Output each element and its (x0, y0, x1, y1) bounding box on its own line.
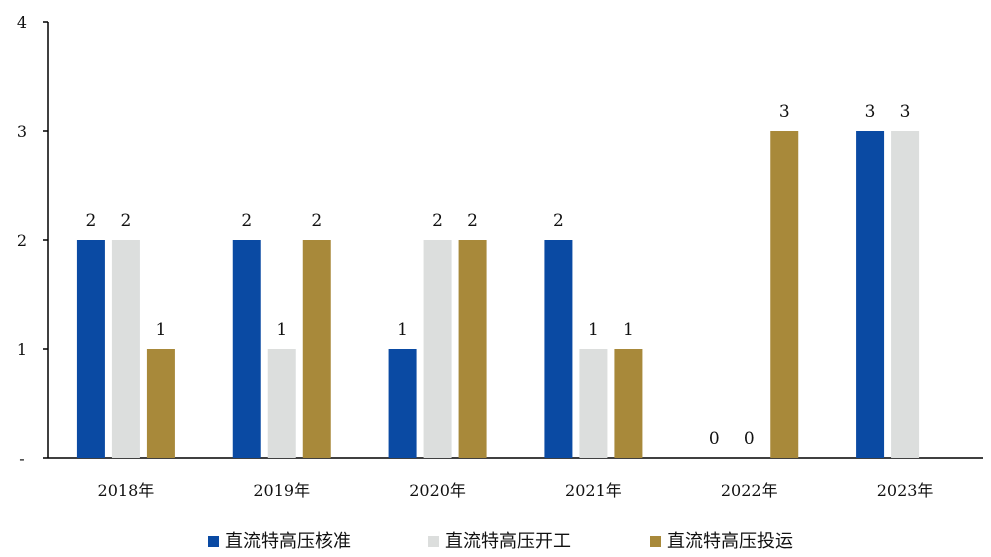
data-label: 2 (311, 211, 322, 231)
data-label: 2 (121, 211, 132, 231)
x-tick-label: 2021年 (565, 481, 622, 500)
bar (146, 349, 175, 458)
bar (458, 240, 487, 458)
bar (76, 240, 105, 458)
bar (856, 131, 885, 458)
bar (302, 240, 331, 458)
bar (579, 349, 608, 458)
bar (544, 240, 573, 458)
data-label: 1 (156, 320, 167, 340)
data-label: 2 (553, 211, 564, 231)
data-label: 2 (432, 211, 443, 231)
data-label: 1 (397, 320, 408, 340)
data-label: 0 (744, 429, 755, 449)
y-tick-label: 4 (17, 13, 27, 32)
y-tick-label: 3 (17, 122, 27, 141)
x-tick-label: 2018年 (98, 481, 155, 500)
bar (770, 131, 799, 458)
y-tick-label: 2 (17, 231, 27, 250)
data-label: 3 (900, 102, 911, 122)
x-tick-label: 2019年 (253, 481, 310, 500)
data-label: 1 (623, 320, 634, 340)
legend-swatch (650, 536, 661, 547)
bar (891, 131, 920, 458)
bar (423, 240, 452, 458)
data-label: 0 (709, 429, 720, 449)
data-label: 1 (276, 320, 287, 340)
data-label: 2 (86, 211, 97, 231)
data-label: 1 (588, 320, 599, 340)
bar (388, 349, 417, 458)
y-tick-label: - (19, 449, 24, 468)
x-tick-label: 2022年 (721, 481, 778, 500)
legend-label: 直流特高压核准 (225, 531, 351, 552)
bar (267, 349, 296, 458)
bar (232, 240, 261, 458)
legend-label: 直流特高压开工 (445, 531, 571, 552)
x-tick-label: 2020年 (409, 481, 466, 500)
data-labels: 2 2 1 2 0 3 2 1 2 1 0 3 1 2 2 1 3 (86, 102, 911, 449)
legend: 直流特高压核准 直流特高压开工 直流特高压投运 (208, 531, 793, 552)
legend-swatch (428, 536, 439, 547)
data-label: 2 (467, 211, 478, 231)
legend-swatch (208, 536, 219, 547)
legend-label: 直流特高压投运 (667, 531, 793, 552)
bars (76, 131, 920, 458)
axes: - 1 2 3 4 2018年 2019年 2020年 2021年 2022年 2023年 (17, 13, 983, 500)
data-label: 3 (779, 102, 790, 122)
y-tick-label: 1 (17, 340, 27, 359)
bar (111, 240, 140, 458)
data-label: 3 (865, 102, 876, 122)
x-tick-label: 2023年 (877, 481, 934, 500)
bar (614, 349, 643, 458)
data-label: 2 (241, 211, 252, 231)
